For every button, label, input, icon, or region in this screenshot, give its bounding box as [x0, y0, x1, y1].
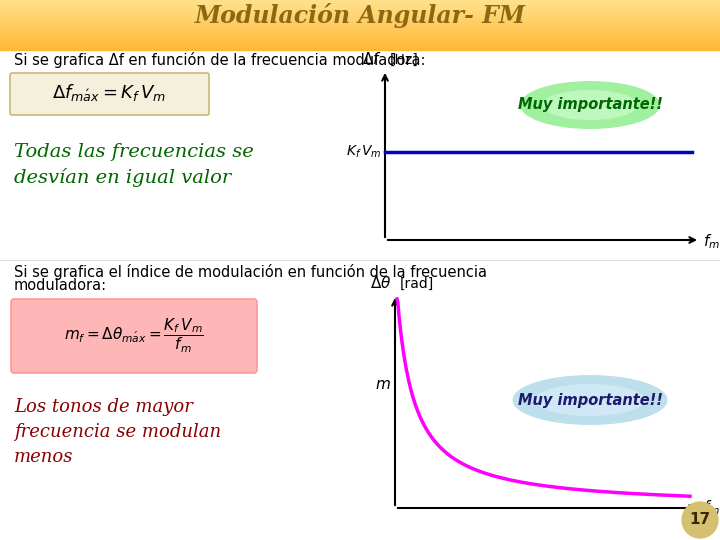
- Bar: [0, 20, 720, 21]
- Bar: [0, 35, 720, 36]
- Bar: [0, 32, 720, 33]
- Text: Si se grafica Δf en función de la frecuencia moduladora:: Si se grafica Δf en función de la frecue…: [14, 52, 426, 68]
- Bar: [0, 41, 720, 42]
- Bar: [0, 36, 720, 37]
- Bar: [0, 12, 720, 13]
- Bar: [0, 7, 720, 8]
- Ellipse shape: [542, 90, 637, 120]
- Bar: [0, 15, 720, 16]
- Text: [rad]: [rad]: [400, 277, 434, 291]
- Bar: [0, 17, 720, 18]
- Bar: [0, 39, 720, 40]
- Bar: [0, 10, 720, 11]
- Text: $f_m$: $f_m$: [703, 233, 720, 251]
- Bar: [0, 19, 720, 20]
- Ellipse shape: [520, 81, 660, 129]
- Bar: [0, 3, 720, 4]
- Bar: [0, 8, 720, 9]
- Bar: [0, 18, 720, 19]
- Bar: [0, 4, 720, 5]
- Bar: [0, 46, 720, 47]
- Bar: [0, 25, 720, 26]
- Text: $\Delta f_{m\acute{a}x} = K_f\, V_m$: $\Delta f_{m\acute{a}x} = K_f\, V_m$: [52, 84, 166, 105]
- Text: $m_f = \Delta\theta_{m\acute{a}x} = \dfrac{K_f\,V_m}{f_m}$: $m_f = \Delta\theta_{m\acute{a}x} = \dfr…: [64, 317, 204, 355]
- Bar: [0, 38, 720, 39]
- Bar: [0, 47, 720, 48]
- Bar: [0, 13, 720, 14]
- Text: moduladora:: moduladora:: [14, 279, 107, 294]
- Bar: [0, 5, 720, 6]
- Bar: [0, 48, 720, 49]
- Bar: [0, 14, 720, 15]
- Text: Si se grafica el índice de modulación en función de la frecuencia: Si se grafica el índice de modulación en…: [14, 264, 487, 280]
- Bar: [0, 44, 720, 45]
- Bar: [0, 6, 720, 7]
- Bar: [0, 0, 720, 1]
- Ellipse shape: [513, 375, 667, 425]
- Bar: [0, 1, 720, 2]
- Bar: [0, 28, 720, 29]
- Bar: [0, 45, 720, 46]
- Circle shape: [682, 502, 718, 538]
- Bar: [0, 16, 720, 17]
- Bar: [0, 22, 720, 23]
- Ellipse shape: [535, 384, 645, 416]
- Bar: [0, 9, 720, 10]
- Text: $K_f\,V_m$: $K_f\,V_m$: [346, 144, 381, 160]
- Bar: [0, 2, 720, 3]
- Text: [Hz]: [Hz]: [390, 53, 419, 67]
- FancyBboxPatch shape: [11, 299, 257, 373]
- Bar: [0, 37, 720, 38]
- Bar: [0, 29, 720, 30]
- Bar: [0, 49, 720, 50]
- Text: Modulación Angular- FM: Modulación Angular- FM: [194, 3, 526, 28]
- Bar: [0, 21, 720, 22]
- Bar: [0, 42, 720, 43]
- Bar: [0, 23, 720, 24]
- Bar: [0, 26, 720, 27]
- Bar: [0, 30, 720, 31]
- Text: Muy importante!!: Muy importante!!: [518, 98, 662, 112]
- Bar: [0, 43, 720, 44]
- Text: $m$: $m$: [375, 378, 391, 392]
- Bar: [0, 11, 720, 12]
- Text: $\Delta\theta$: $\Delta\theta$: [369, 275, 391, 291]
- Text: Todas las frecuencias se
desvían en igual valor: Todas las frecuencias se desvían en igua…: [14, 143, 253, 187]
- Text: 17: 17: [690, 512, 711, 528]
- Bar: [0, 24, 720, 25]
- Text: Muy importante!!: Muy importante!!: [518, 393, 662, 408]
- Bar: [0, 33, 720, 34]
- Text: Los tonos de mayor
frecuencia se modulan
menos: Los tonos de mayor frecuencia se modulan…: [14, 398, 221, 466]
- Text: $\Delta f$: $\Delta f$: [362, 51, 382, 67]
- Bar: [0, 27, 720, 28]
- Bar: [0, 40, 720, 41]
- Text: $f_m$: $f_m$: [703, 498, 720, 517]
- Bar: [0, 34, 720, 35]
- FancyBboxPatch shape: [10, 73, 209, 115]
- Bar: [0, 31, 720, 32]
